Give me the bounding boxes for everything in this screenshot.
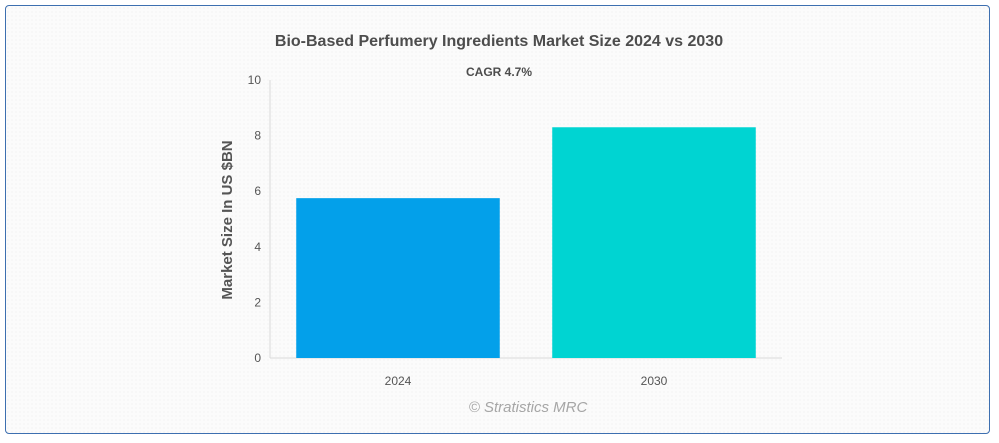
- bar-2030: [552, 127, 756, 358]
- y-tick-label: 4: [254, 240, 261, 254]
- y-tick-label: 2: [254, 295, 261, 309]
- y-tick-label: 10: [248, 73, 262, 87]
- y-tick-label: 6: [254, 184, 261, 198]
- y-axis-label: Market Size In US $BN: [219, 140, 236, 299]
- x-tick-label: 2030: [641, 374, 668, 388]
- bars: [296, 127, 756, 358]
- y-tick-label: 0: [254, 351, 261, 365]
- watermark: © Stratistics MRC: [469, 399, 588, 416]
- chart-subtitle: CAGR 4.7%: [466, 65, 532, 79]
- y-axis-ticks: 0 2 4 6 8 10: [248, 73, 262, 365]
- x-axis-ticks: 2024 2030: [385, 374, 668, 388]
- x-tick-label: 2024: [385, 374, 412, 388]
- chart-title: Bio-Based Perfumery Ingredients Market S…: [275, 33, 723, 50]
- bar-2024: [296, 198, 500, 358]
- y-tick-label: 8: [254, 129, 261, 143]
